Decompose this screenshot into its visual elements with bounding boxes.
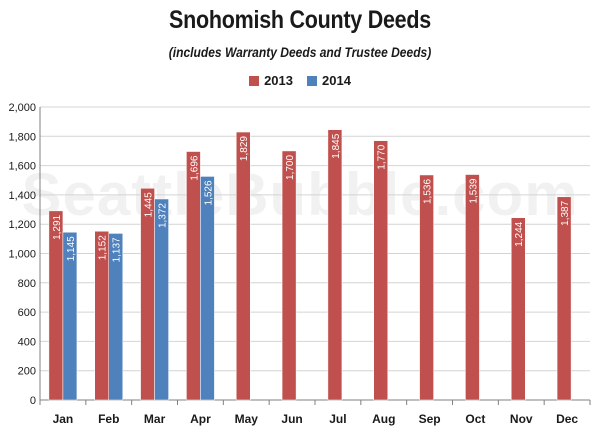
bar-2013-jun (281, 150, 297, 401)
x-tick-label-sep: Sep (419, 412, 441, 426)
y-tick-label: 0 (30, 395, 36, 407)
data-label-2013-may: 1,829 (239, 136, 250, 161)
bar-2013-nov (511, 217, 526, 401)
bar-2013-jul (327, 129, 343, 401)
x-tick-label-nov: Nov (510, 412, 533, 426)
legend-label-2013: 2013 (264, 73, 293, 88)
bar-2014-jan (62, 232, 78, 401)
x-tick-label-mar: Mar (144, 412, 166, 426)
legend-swatch-2013 (249, 75, 260, 86)
bar-2013-may (236, 131, 251, 401)
data-label-2014-mar: 1,372 (158, 203, 169, 228)
y-tick-label: 600 (18, 307, 36, 319)
data-label-2013-oct: 1,539 (468, 178, 479, 203)
data-label-2013-jun: 1,700 (285, 155, 296, 180)
data-label-2014-feb: 1,137 (112, 237, 123, 262)
y-tick-label: 1,400 (8, 190, 36, 202)
legend-swatch-2014 (307, 75, 317, 86)
chart-subtitle: (includes Warranty Deeds and Trustee Dee… (168, 44, 432, 60)
bar-2013-dec (556, 196, 572, 401)
x-tick-label-dec: Dec (556, 412, 578, 426)
y-tick-label: 1,600 (8, 161, 36, 173)
y-tick-label: 2,000 (8, 102, 36, 114)
bar-2014-apr (200, 176, 215, 401)
bar-2014-mar (154, 198, 169, 401)
data-label-2013-sep: 1,536 (423, 179, 434, 204)
x-tick-label-jul: Jul (329, 412, 346, 426)
x-tick-label-aug: Aug (372, 412, 395, 426)
bar-2013-sep (419, 174, 434, 401)
x-tick-label-jan: Jan (53, 412, 74, 426)
data-label-2013-feb: 1,152 (98, 235, 109, 260)
bar-2013-aug (373, 140, 388, 401)
legend-label-2014: 2014 (322, 73, 351, 88)
x-tick-label-jun: Jun (281, 412, 302, 426)
y-tick-label: 200 (18, 366, 36, 378)
bar-2013-oct (465, 174, 480, 401)
y-tick-label: 800 (18, 278, 36, 290)
legend-item-2013: 2013 (249, 73, 293, 88)
data-label-2013-nov: 1,244 (514, 221, 525, 246)
x-tick-label-feb: Feb (98, 412, 119, 426)
y-tick-label: 1,200 (8, 219, 36, 231)
bar-2013-mar (140, 188, 155, 401)
data-label-2013-dec: 1,387 (560, 200, 571, 225)
y-tick-label: 1,000 (8, 249, 36, 261)
x-tick-label-may: May (235, 412, 259, 426)
y-tick-label: 400 (18, 336, 36, 348)
bar-2013-apr (186, 151, 201, 401)
chart-legend: 2013 2014 (0, 73, 600, 88)
data-label-2013-aug: 1,770 (377, 144, 388, 169)
legend-item-2014: 2014 (307, 73, 351, 88)
data-label-2013-jan: 1,291 (52, 214, 63, 239)
data-label-2013-apr: 1,696 (189, 155, 200, 180)
data-label-2014-apr: 1,526 (203, 180, 214, 205)
data-label-2013-jul: 1,845 (331, 133, 342, 158)
bar-2014-feb (108, 233, 123, 401)
y-tick-label: 1,800 (8, 131, 36, 143)
x-tick-label-apr: Apr (190, 412, 211, 426)
x-tick-label-oct: Oct (465, 412, 485, 426)
data-label-2013-mar: 1,445 (144, 192, 155, 217)
chart-title: Snohomish County Deeds (169, 6, 431, 34)
data-label-2014-jan: 1,145 (66, 236, 77, 261)
